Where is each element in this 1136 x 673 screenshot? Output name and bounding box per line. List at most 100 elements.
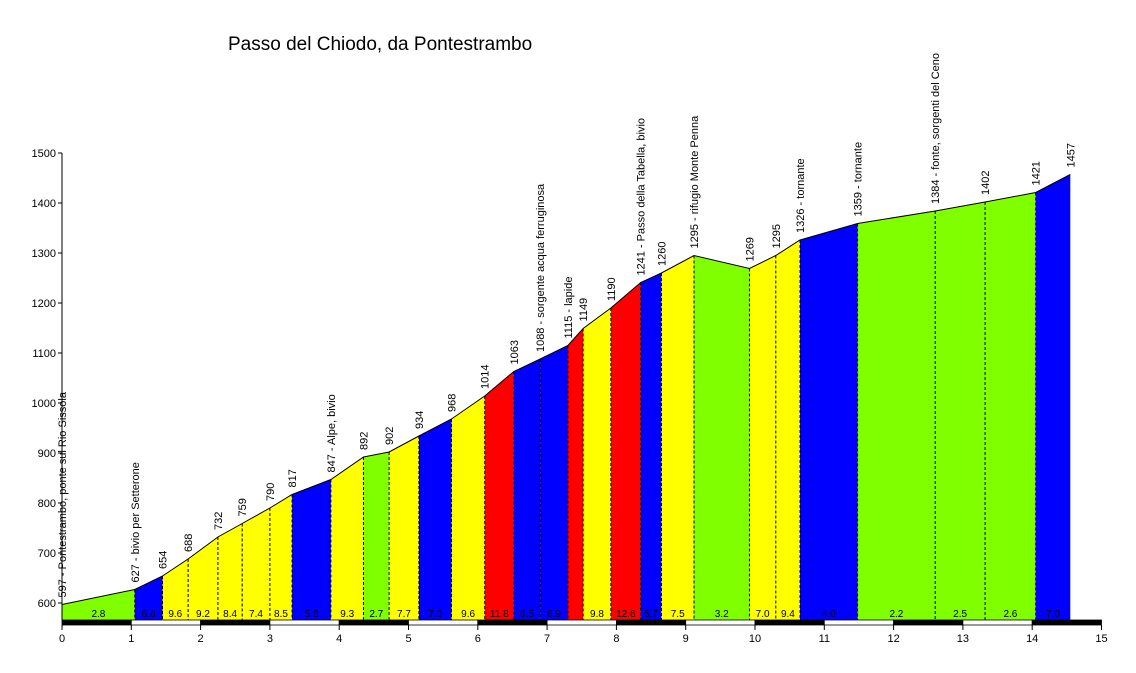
x-tick-label: 3 — [267, 633, 273, 645]
gradient-label: 9.6 — [168, 609, 182, 620]
gradient-segment — [775, 240, 800, 620]
y-tick-label: 600 — [38, 598, 56, 610]
x-tick-label: 5 — [405, 633, 411, 645]
gradient-label: 2.6 — [1003, 609, 1017, 620]
point-label: 1063 — [509, 340, 521, 364]
distance-bar-segment — [130, 619, 202, 626]
gradient-label: 7.0 — [1046, 609, 1060, 620]
y-tick-label: 700 — [38, 548, 56, 560]
point-label: 1260 — [656, 241, 668, 265]
distance-bar-segment — [200, 619, 271, 626]
distance-bar-segment — [754, 619, 825, 626]
gradient-segment — [985, 192, 1036, 620]
gradient-segment — [513, 359, 541, 620]
gradient-label: 2.2 — [889, 609, 903, 620]
gradient-segment — [363, 452, 390, 620]
y-tick-label: 1300 — [32, 248, 56, 260]
x-tick-label: 1 — [128, 633, 134, 645]
point-label: 892 — [359, 432, 371, 450]
profile-line — [61, 174, 1071, 605]
x-tick-label: 2 — [198, 633, 204, 645]
gradient-segment — [749, 255, 776, 620]
gradient-label: 4.0 — [822, 609, 836, 620]
point-label: 1359 - tornante — [853, 142, 865, 217]
point-label: 1014 — [480, 364, 492, 388]
y-tick-label: 1200 — [32, 298, 56, 310]
gradient-label: 3.2 — [715, 609, 729, 620]
gradient-label: 7.4 — [249, 609, 263, 620]
gradient-segment — [1035, 174, 1071, 620]
point-label: 1295 — [771, 224, 783, 248]
point-label: 597 - Pontestrambo, ponte sul Rio Sissol… — [57, 391, 69, 597]
gradient-label: 11.8 — [490, 609, 509, 620]
x-tick-label: 13 — [957, 633, 969, 645]
gradient-label: 5.7 — [644, 609, 658, 620]
point-label: 790 — [265, 483, 277, 501]
x-tick-label: 8 — [613, 633, 619, 645]
point-label: 968 — [447, 394, 459, 412]
point-label: 732 — [213, 512, 225, 530]
gradient-label: 2.7 — [369, 609, 383, 620]
chart-title: Passo del Chiodo, da Pontestrambo — [228, 34, 533, 55]
point-label: 654 — [158, 551, 170, 569]
distance-bar-segment — [477, 619, 548, 626]
gradient-segment — [610, 282, 641, 620]
gradient-segment — [540, 345, 568, 620]
gradient-segment — [292, 479, 331, 620]
x-tick-label: 0 — [59, 633, 65, 645]
gradient-label: 5.8 — [305, 609, 319, 620]
gradient-label: 12.6 — [616, 609, 636, 620]
point-label: 1115 - lapide — [563, 277, 575, 339]
gradient-segment — [694, 255, 750, 620]
x-tick-label: 15 — [1095, 633, 1107, 645]
distance-bar-segment — [338, 619, 409, 626]
gradient-segment — [389, 436, 419, 620]
gradient-label: 7.7 — [397, 609, 411, 620]
gradient-segment — [451, 396, 485, 620]
point-label: 627 - bivio per Setterone — [130, 462, 142, 582]
point-label: 1402 — [980, 171, 992, 195]
gradient-label: 9.3 — [340, 609, 354, 620]
x-tick-label: 4 — [336, 633, 342, 645]
point-label: 759 — [237, 498, 249, 516]
point-label: 1241 - Passo della Tabella, bivio — [636, 118, 648, 276]
gradient-segment — [661, 255, 694, 620]
distance-bar-segment — [269, 619, 340, 626]
point-label: 1421 — [1031, 161, 1043, 185]
x-tick-label: 14 — [1026, 633, 1038, 645]
distance-bar-segment — [823, 619, 894, 626]
distance-bar-segment — [408, 619, 479, 626]
point-label: 1190 — [606, 277, 618, 301]
gradient-segment — [269, 494, 293, 620]
gradient-label: 9.6 — [461, 609, 475, 620]
y-tick-label: 1100 — [32, 348, 56, 360]
distance-bar-segment — [61, 619, 132, 626]
x-tick-label: 6 — [475, 633, 481, 645]
gradient-label: 6.8 — [142, 609, 156, 620]
y-tick-label: 900 — [38, 448, 56, 460]
gradient-segment — [162, 559, 189, 620]
distance-bar-segment — [685, 619, 756, 626]
gradient-segment — [418, 419, 452, 620]
gradient-segment — [640, 273, 662, 620]
point-label: 902 — [384, 427, 396, 445]
gradient-segment — [857, 211, 936, 620]
point-label: 1149 — [578, 298, 590, 322]
x-tick-label: 10 — [749, 633, 761, 645]
distance-bar-segment — [893, 619, 964, 626]
x-tick-label: 7 — [544, 633, 550, 645]
point-label: 688 — [183, 534, 195, 552]
gradient-label: 7.0 — [756, 609, 770, 620]
point-label: 1457 — [1065, 143, 1077, 167]
y-tick-label: 1000 — [32, 398, 56, 410]
gradient-segment — [62, 589, 135, 620]
gradient-label: 8.5 — [274, 609, 288, 620]
gradient-label: 6.5 — [520, 609, 534, 620]
point-label: 847 - Alpe, bivio — [326, 394, 338, 472]
gradient-label: 9.8 — [590, 609, 604, 620]
gradient-segment — [188, 537, 218, 620]
gradient-label: 2.5 — [953, 609, 967, 620]
y-tick-label: 1500 — [32, 148, 56, 160]
gradient-segment — [134, 576, 163, 620]
